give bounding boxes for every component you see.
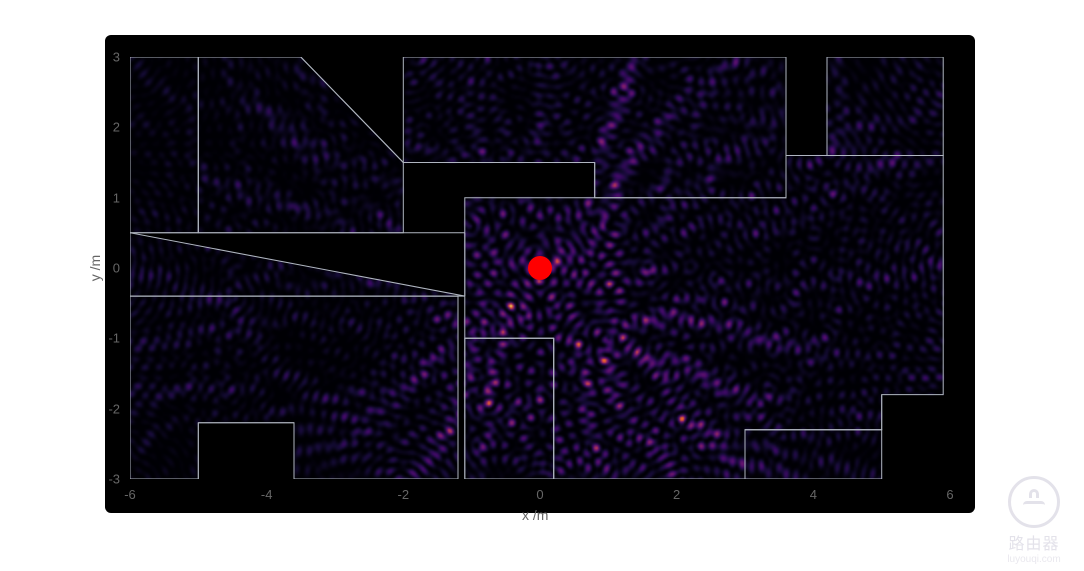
x-tick-label: -4 [261,487,273,502]
source-marker [528,256,552,280]
watermark-title: 路由器 [994,530,1074,554]
x-tick-label: -2 [398,487,410,502]
y-tick-label: 3 [113,50,120,65]
lock-icon [1008,476,1060,528]
plot-area [130,57,950,479]
y-tick-label: 1 [113,190,120,205]
y-tick-label: -1 [108,331,120,346]
watermark: 路由器 luyouqi.com [994,476,1074,565]
x-tick-label: 6 [946,487,953,502]
y-tick-label: 2 [113,120,120,135]
y-axis-label: y /m [87,255,103,281]
y-tick-label: -2 [108,401,120,416]
x-axis-label: x /m [522,507,548,523]
x-tick-label: 0 [536,487,543,502]
y-tick-label: -3 [108,472,120,487]
watermark-subtitle: luyouqi.com [994,554,1074,565]
x-tick-label: 4 [810,487,817,502]
y-tick-label: 0 [113,261,120,276]
x-tick-label: 2 [673,487,680,502]
x-tick-label: -6 [124,487,136,502]
